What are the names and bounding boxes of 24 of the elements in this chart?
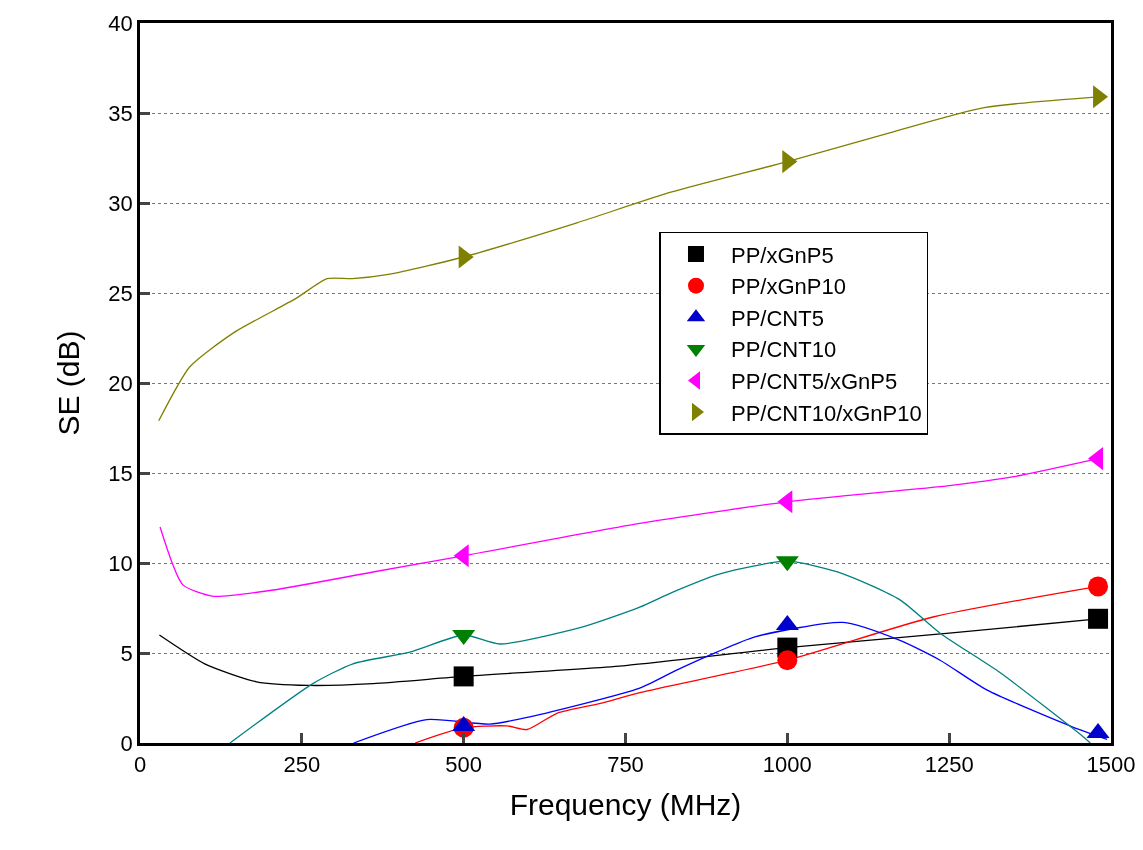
legend-label: PP/CNT5 (730, 305, 824, 331)
legend-label: PP/CNT10/xGnP10 (730, 400, 922, 426)
y-tick-label: 10 (108, 550, 133, 576)
x-tick-label: 1500 (1086, 752, 1136, 778)
y-tick-label: 30 (108, 190, 133, 216)
y-tick-label: 5 (120, 640, 133, 666)
y-tick-label: 40 (108, 10, 133, 36)
legend-label: PP/CNT10 (730, 337, 837, 363)
x-tick-label: 1000 (762, 752, 812, 778)
legend-label: PP/CNT5/xGnP5 (730, 369, 898, 395)
legend-label: PP/xGnP10 (730, 274, 846, 300)
x-tick-label: 750 (607, 752, 644, 778)
x-tick-label: 500 (445, 752, 483, 778)
x-tick-label: 250 (283, 752, 321, 778)
y-axis-title: SE (dB) (52, 330, 86, 436)
x-tick-label: 1250 (924, 752, 974, 778)
line-series (352, 621, 1108, 743)
y-tick-label: 0 (120, 730, 133, 756)
legend-label: PP/xGnP5 (730, 242, 834, 268)
x-axis-title: Frequency (MHz) (509, 787, 742, 821)
y-tick-label: 15 (108, 460, 133, 486)
y-tick-label: 25 (108, 280, 133, 306)
y-tick-label: 35 (108, 100, 133, 126)
y-tick-label: 20 (108, 370, 133, 396)
